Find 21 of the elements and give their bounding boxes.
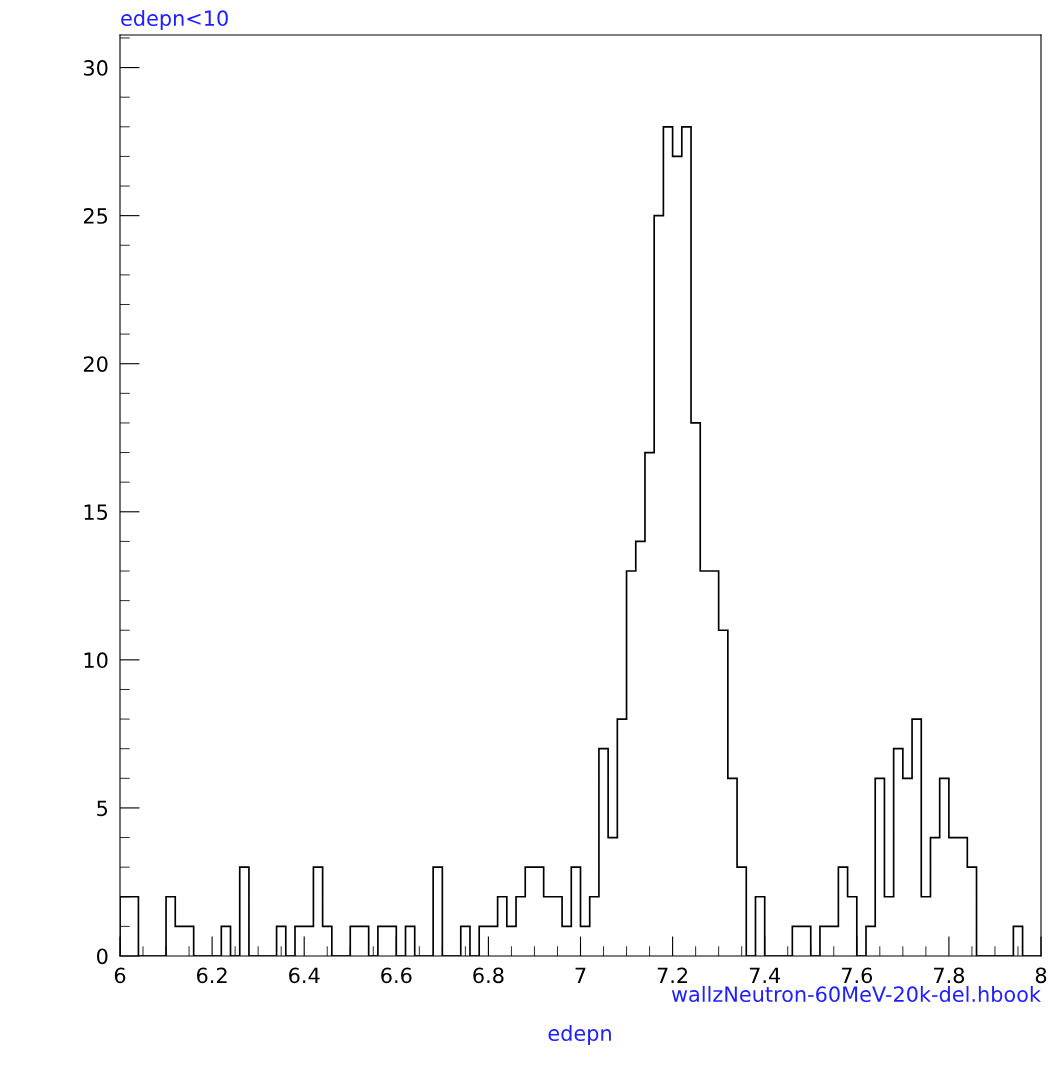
y-tick-label: 30 <box>83 60 108 76</box>
x-tick-label: 6.2 <box>196 967 227 984</box>
y-tick-label: 0 <box>97 948 108 965</box>
x-tick-label: 8 <box>1035 967 1047 984</box>
x-tick-label: 7 <box>575 967 586 983</box>
y-tick-label: 15 <box>84 504 108 520</box>
x-tick-label: 7.4 <box>749 967 781 983</box>
chart-title: edepn<10 <box>121 9 228 31</box>
x-tick-label: 6.8 <box>473 967 504 984</box>
x-tick-label: 7.8 <box>934 967 965 984</box>
y-tick-label: 25 <box>83 208 108 224</box>
x-tick-label: 6.6 <box>381 967 412 984</box>
x-tick-label: 6 <box>114 967 126 984</box>
text: wallzNeutron-60MeV-20k-del.hbook <box>671 985 1041 1003</box>
y-tick-label: 5 <box>97 800 108 817</box>
x-tick-label: 6.4 <box>289 967 320 984</box>
x-tick-label: 7.6 <box>841 967 873 984</box>
y-tick-label: 20 <box>83 356 108 372</box>
x-tick-label: 7.2 <box>657 967 688 983</box>
y-tick-label: 10 <box>84 652 108 669</box>
x-axis-title: edepn <box>548 1024 611 1046</box>
